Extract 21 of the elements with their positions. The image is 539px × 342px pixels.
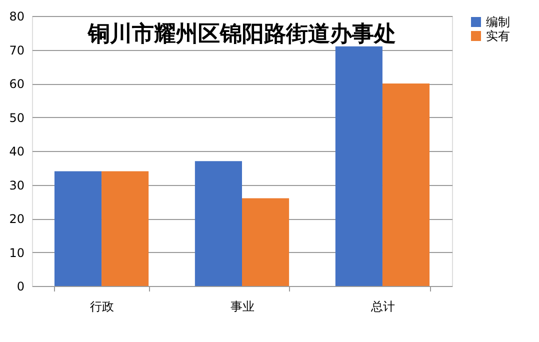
chart-title: 铜川市耀州区锦阳路街道办事处 bbox=[87, 21, 396, 47]
bar bbox=[335, 46, 382, 286]
y-tick-label: 20 bbox=[9, 212, 24, 226]
bar bbox=[194, 161, 242, 286]
y-tick-label: 30 bbox=[9, 178, 24, 192]
bar bbox=[242, 198, 290, 286]
legend-label: 实有 bbox=[486, 29, 510, 43]
y-tick-label: 10 bbox=[9, 246, 24, 260]
y-tick-label: 70 bbox=[9, 43, 24, 58]
y-tick-label: 80 bbox=[9, 10, 24, 24]
x-tick-label: 行政 bbox=[90, 300, 114, 314]
y-tick-label: 40 bbox=[9, 144, 24, 158]
y-tick-label: 0 bbox=[16, 280, 24, 294]
x-tick-label: 事业 bbox=[230, 300, 254, 314]
y-tick-label: 60 bbox=[9, 77, 24, 91]
bar bbox=[102, 171, 149, 286]
bar bbox=[54, 171, 102, 286]
x-tick-label: 总计 bbox=[370, 300, 395, 314]
bar bbox=[382, 84, 430, 286]
y-tick-label: 50 bbox=[9, 110, 24, 125]
legend-label: 编制 bbox=[486, 15, 510, 29]
